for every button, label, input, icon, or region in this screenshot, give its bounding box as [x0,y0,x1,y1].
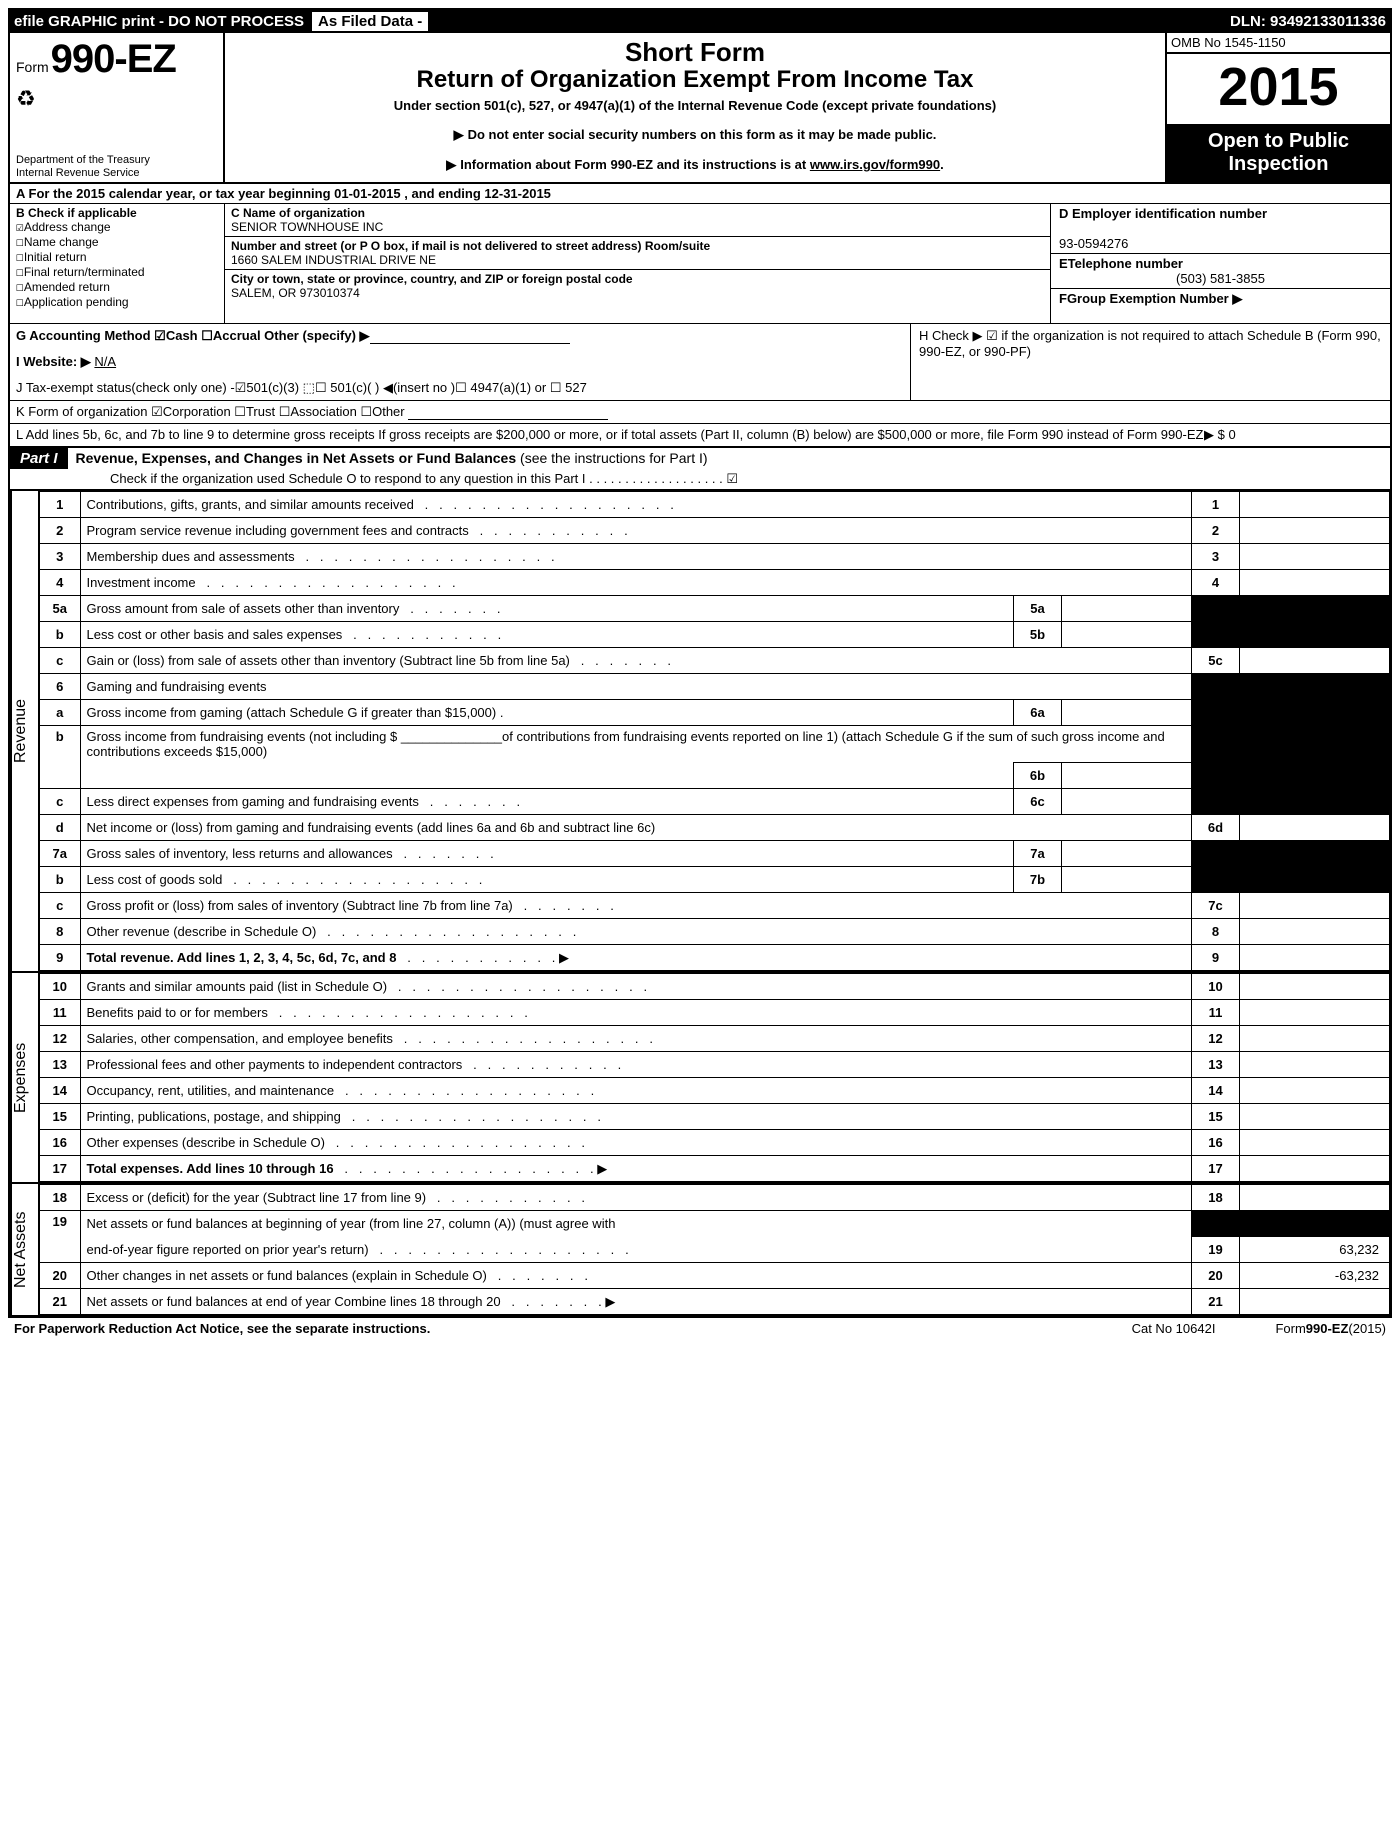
row-a-text: A For the 2015 calendar year, or tax yea… [16,186,551,201]
d-tel-cell: ETelephone number (503) 581-3855 [1051,254,1390,289]
part-1-title: Revenue, Expenses, and Changes in Net As… [68,448,716,469]
dept-irs: Internal Revenue Service [16,167,217,180]
d-ein-cell: D Employer identification number 93-0594… [1051,204,1390,254]
cb-name-change[interactable]: ☐Name change [16,235,218,250]
cb-amended-return[interactable]: ☐Amended return [16,280,218,295]
open-public: Open to Public Inspection [1167,124,1390,182]
title-return: Return of Organization Exempt From Incom… [233,66,1157,94]
header-left: Form 990-EZ ♻ Department of the Treasury… [10,33,225,182]
revenue-table: 1Contributions, gifts, grants, and simil… [40,491,1390,971]
as-filed-label: As Filed Data - [312,12,428,31]
b-header: B Check if applicable [16,206,218,220]
tel-value: (503) 581-3855 [1059,271,1382,286]
val-19: 63,232 [1240,1237,1390,1263]
tax-year: 2015 [1167,54,1390,124]
form-num: 990-EZ [51,37,176,82]
col-b: B Check if applicable ☑Address change ☐N… [10,204,225,323]
note-2-post: . [940,157,944,172]
form-word: Form [16,59,49,75]
open-line2: Inspection [1171,153,1386,176]
ein-value: 93-0594276 [1059,236,1128,251]
cb-initial-return[interactable]: ☐Initial return [16,250,218,265]
info-block: B Check if applicable ☑Address change ☐N… [10,204,1390,324]
note-1: Do not enter social security numbers on … [233,127,1157,143]
org-city: SALEM, OR 973010374 [231,286,360,300]
org-name: SENIOR TOWNHOUSE INC [231,220,383,234]
col-d: D Employer identification number 93-0594… [1050,204,1390,323]
expenses-table: 10Grants and similar amounts paid (list … [40,973,1390,1182]
c-city-label: City or town, state or province, country… [231,272,633,286]
recycle-icon: ♻ [16,86,217,112]
dept-treasury: Department of the Treasury [16,154,217,167]
title-short-form: Short Form [233,37,1157,68]
l-line: L Add lines 5b, 6c, and 7b to line 9 to … [10,424,1390,446]
side-netassets: Net Assets [10,1184,40,1315]
c-addr-cell: Number and street (or P O box, if mail i… [225,237,1050,270]
k-other-blank[interactable] [408,406,608,420]
part-1-tag: Part I [10,448,68,469]
note-2-pre: Information about Form 990-EZ and its in… [460,157,810,172]
k-line: K Form of organization ☑Corporation ☐Tru… [10,401,1390,424]
ein-label: D Employer identification number [1059,206,1267,221]
l-value: ▶ $ 0 [1204,427,1384,443]
dln-label: DLN: 93492133011336 [1230,13,1386,30]
g-accounting: G Accounting Method ☑Cash ☐Accrual Other… [16,328,370,343]
note-1-text: Do not enter social security numbers on … [468,127,937,142]
side-expenses: Expenses [10,973,40,1182]
dept-block: Department of the Treasury Internal Reve… [16,154,217,180]
grp-label: FGroup Exemption Number ▶ [1059,291,1242,306]
irs-link[interactable]: www.irs.gov/form990 [810,157,940,172]
org-address: 1660 SALEM INDUSTRIAL DRIVE NE [231,253,436,267]
open-line1: Open to Public [1171,130,1386,153]
gh-right: H Check ▶ ☑ if the organization is not r… [910,324,1390,400]
row-a: A For the 2015 calendar year, or tax yea… [10,184,1390,204]
cb-address-change[interactable]: ☑Address change [16,220,218,235]
c-name-cell: C Name of organization SENIOR TOWNHOUSE … [225,204,1050,237]
footer-center: Cat No 10642I [1132,1321,1216,1336]
footer: For Paperwork Reduction Act Notice, see … [8,1317,1392,1339]
header-center: Short Form Return of Organization Exempt… [225,33,1165,182]
cb-final-return[interactable]: ☐Final return/terminated [16,265,218,280]
col-c: C Name of organization SENIOR TOWNHOUSE … [225,204,1050,323]
part-1-header: Part I Revenue, Expenses, and Changes in… [10,446,1390,491]
val-20: -63,232 [1240,1263,1390,1289]
gh-left: G Accounting Method ☑Cash ☐Accrual Other… [10,324,910,400]
form-number: Form 990-EZ [16,37,217,82]
side-revenue: Revenue [10,491,40,971]
netassets-section: Net Assets 18Excess or (deficit) for the… [10,1182,1390,1315]
note-2: Information about Form 990-EZ and its in… [233,157,1157,173]
website-value: N/A [94,354,116,369]
footer-left: For Paperwork Reduction Act Notice, see … [14,1321,430,1336]
c-addr-label: Number and street (or P O box, if mail i… [231,239,710,253]
d-grp-cell: FGroup Exemption Number ▶ [1051,289,1390,323]
c-city-cell: City or town, state or province, country… [225,270,1050,320]
cb-application-pending[interactable]: ☐Application pending [16,295,218,310]
part-1-sub: Check if the organization used Schedule … [10,469,1390,489]
tel-label: ETelephone number [1059,256,1183,271]
efile-label: efile GRAPHIC print - DO NOT PROCESS [14,13,304,30]
footer-right: Form990-EZ(2015) [1275,1321,1386,1336]
omb-number: OMB No 1545-1150 [1167,33,1390,54]
expenses-section: Expenses 10Grants and similar amounts pa… [10,971,1390,1182]
l-text: L Add lines 5b, 6c, and 7b to line 9 to … [16,427,1204,443]
g-other-blank[interactable] [370,330,570,344]
form-container: efile GRAPHIC print - DO NOT PROCESS As … [8,8,1392,1317]
revenue-section: Revenue 1Contributions, gifts, grants, a… [10,491,1390,971]
top-bar: efile GRAPHIC print - DO NOT PROCESS As … [10,10,1390,33]
netassets-table: 18Excess or (deficit) for the year (Subt… [40,1184,1390,1315]
j-tax-exempt: J Tax-exempt status(check only one) -☑50… [16,380,904,396]
header: Form 990-EZ ♻ Department of the Treasury… [10,33,1390,184]
header-right: OMB No 1545-1150 2015 Open to Public Ins… [1165,33,1390,182]
c-name-label: C Name of organization [231,206,365,220]
subtitle: Under section 501(c), 527, or 4947(a)(1)… [233,98,1157,113]
gh-row: G Accounting Method ☑Cash ☐Accrual Other… [10,324,1390,401]
k-text: K Form of organization ☑Corporation ☐Tru… [16,404,408,419]
